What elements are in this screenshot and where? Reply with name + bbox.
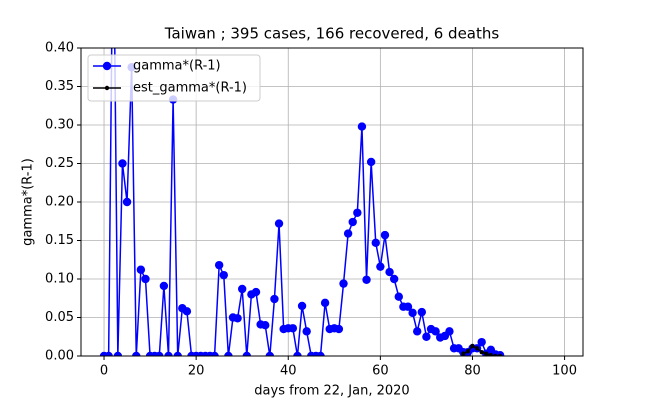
data-point bbox=[422, 332, 431, 341]
y-tick-label: 0.15 bbox=[45, 233, 74, 248]
data-point bbox=[210, 351, 219, 356]
y-tick-label: 0.30 bbox=[45, 118, 74, 133]
data-point bbox=[461, 351, 466, 356]
data-point bbox=[122, 197, 132, 207]
data-point bbox=[219, 270, 228, 280]
data-point bbox=[274, 219, 284, 228]
data-point bbox=[224, 351, 233, 356]
x-tick-label: 80 bbox=[464, 364, 481, 379]
y-tick-label: 0.35 bbox=[45, 79, 74, 94]
data-point bbox=[141, 274, 150, 284]
data-point bbox=[417, 307, 427, 317]
data-point bbox=[362, 275, 371, 284]
data-point bbox=[343, 229, 353, 238]
y-tick-label: 0.00 bbox=[45, 349, 74, 364]
data-point bbox=[380, 230, 390, 240]
data-point bbox=[237, 284, 247, 294]
data-point bbox=[497, 353, 503, 356]
data-point bbox=[182, 307, 192, 316]
data-point bbox=[164, 351, 173, 356]
data-point bbox=[488, 353, 494, 356]
data-point bbox=[233, 314, 242, 323]
y-tick-label: 0.10 bbox=[45, 272, 74, 287]
x-tick-label: 0 bbox=[100, 364, 108, 379]
x-tick-label: 20 bbox=[188, 364, 205, 379]
data-point bbox=[302, 327, 311, 336]
data-point bbox=[357, 122, 367, 131]
data-point bbox=[474, 346, 480, 351]
data-point bbox=[493, 353, 498, 356]
data-point bbox=[320, 298, 330, 308]
data-point bbox=[394, 292, 403, 301]
data-point bbox=[403, 302, 413, 311]
x-tick-label: 60 bbox=[372, 364, 389, 379]
data-point bbox=[339, 279, 348, 288]
data-point bbox=[214, 260, 224, 270]
legend-label: est_gamma*(R-1) bbox=[133, 81, 247, 96]
data-point bbox=[136, 265, 146, 274]
y-tick-label: 0.40 bbox=[45, 41, 74, 56]
data-point bbox=[477, 337, 486, 347]
x-tick-label: 40 bbox=[280, 364, 297, 379]
data-point bbox=[104, 351, 113, 356]
data-point bbox=[132, 351, 141, 356]
data-point bbox=[495, 351, 505, 356]
data-point bbox=[465, 349, 471, 354]
x-axis-label: days from 22, Jan, 2020 bbox=[254, 384, 409, 399]
data-point bbox=[389, 274, 399, 284]
data-point bbox=[173, 351, 182, 356]
data-point bbox=[270, 294, 279, 304]
data-point bbox=[431, 327, 440, 336]
data-point bbox=[159, 281, 169, 291]
data-point bbox=[261, 321, 270, 330]
data-point bbox=[155, 351, 164, 356]
data-point bbox=[371, 238, 380, 248]
data-point bbox=[376, 262, 385, 271]
data-point bbox=[385, 267, 394, 277]
data-point bbox=[316, 351, 325, 356]
data-point bbox=[408, 308, 417, 318]
data-point bbox=[293, 351, 302, 356]
y-tick-label: 0.20 bbox=[45, 195, 74, 210]
data-point bbox=[297, 301, 307, 311]
data-point bbox=[366, 157, 376, 167]
x-tick-label: 100 bbox=[552, 364, 577, 379]
legend-marker bbox=[102, 61, 112, 71]
data-point bbox=[288, 324, 298, 333]
chart-title: Taiwan ; 395 cases, 166 recovered, 6 dea… bbox=[164, 25, 500, 43]
data-point bbox=[251, 287, 261, 297]
legend-marker bbox=[104, 85, 110, 91]
data-point bbox=[413, 327, 422, 336]
y-tick-label: 0.25 bbox=[45, 156, 74, 171]
data-point bbox=[353, 208, 362, 217]
data-point bbox=[470, 343, 475, 349]
data-point bbox=[334, 324, 344, 334]
data-point bbox=[445, 327, 454, 336]
legend-box bbox=[87, 54, 261, 102]
y-tick-label: 0.05 bbox=[45, 310, 74, 325]
data-point bbox=[348, 217, 357, 227]
data-point bbox=[484, 351, 489, 356]
y-axis-label: gamma*(R-1) bbox=[21, 158, 36, 246]
data-point bbox=[479, 349, 484, 355]
data-point bbox=[118, 159, 127, 168]
data-point bbox=[265, 351, 275, 356]
legend-label: gamma*(R-1) bbox=[133, 59, 221, 74]
data-point bbox=[113, 351, 123, 356]
data-point bbox=[242, 351, 251, 356]
